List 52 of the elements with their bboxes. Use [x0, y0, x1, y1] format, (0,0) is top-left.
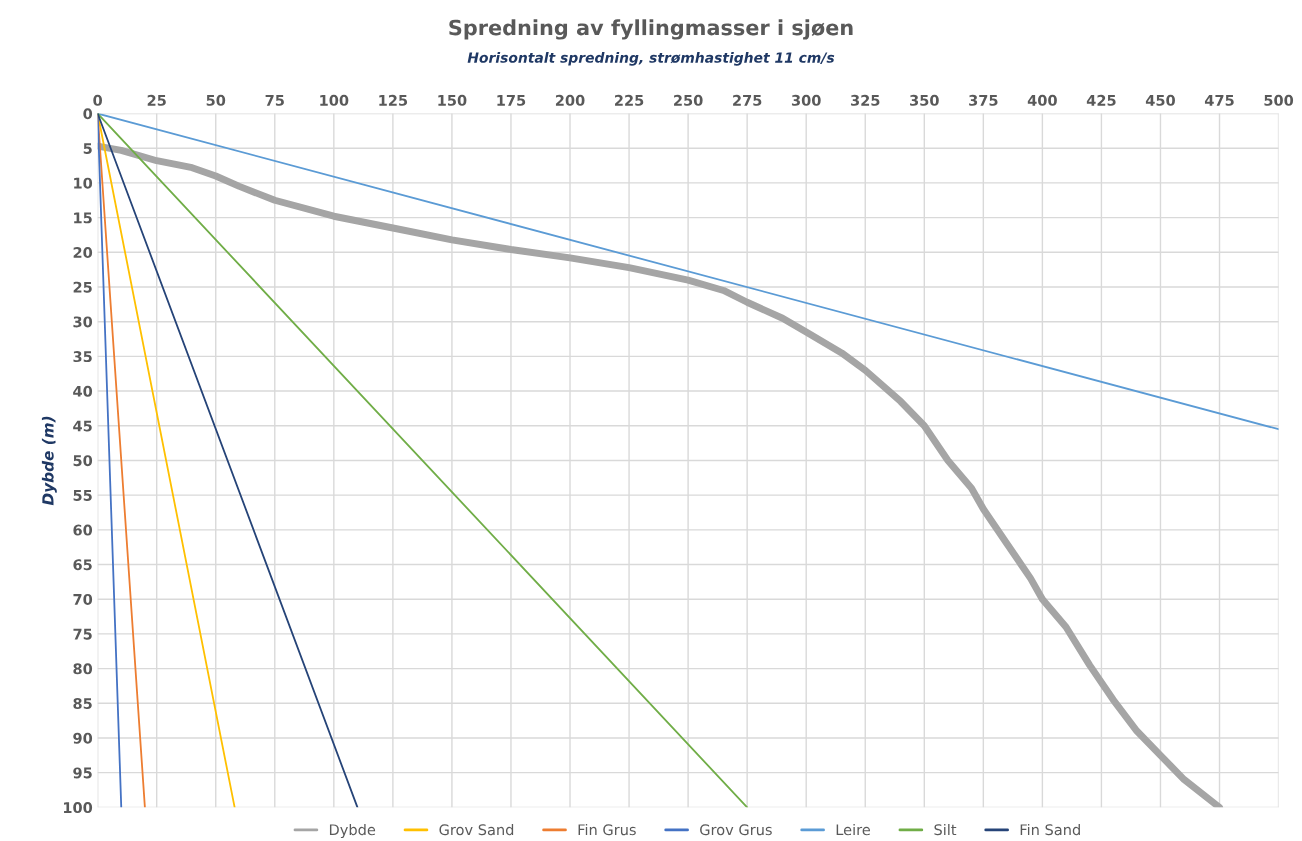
x-tick-label: 475	[1204, 95, 1234, 106]
y-tick-label: 70	[73, 593, 93, 605]
y-tick-label: 75	[73, 628, 92, 640]
x-tick-label: 25	[147, 94, 166, 106]
y-tick-label: 95	[73, 767, 92, 779]
y-tick-label: 55	[73, 490, 92, 501]
legend-label: Grov Grus	[700, 824, 772, 836]
legend-label: Fin Sand	[1020, 823, 1080, 836]
legend-label: Fin Grus	[578, 823, 636, 836]
y-tick-label: 40	[73, 385, 93, 397]
y-tick-label: 20	[73, 247, 93, 259]
y-tick-label: 25	[73, 281, 92, 293]
x-tick-label: 200	[555, 94, 585, 106]
x-tick-label: 350	[910, 94, 939, 106]
x-tick-label: 500	[1264, 94, 1294, 106]
y-tick-label: 15	[74, 212, 92, 224]
y-tick-label: 60	[73, 524, 93, 536]
x-tick-label: 425	[1086, 94, 1116, 106]
y-tick-label: 100	[63, 802, 93, 814]
x-tick-label: 375	[969, 94, 998, 106]
x-tick-label: 50	[206, 94, 226, 106]
x-tick-label: 0	[93, 94, 103, 106]
chart-title: Spredning av fyllingmasser i sjøen	[449, 19, 853, 40]
x-tick-label: 150	[438, 94, 467, 106]
x-tick-label: 75	[265, 95, 284, 106]
legend-label: Leire	[836, 823, 870, 836]
y-tick-label: 10	[74, 177, 93, 189]
x-tick-label: 450	[1145, 94, 1175, 106]
chart-subtitle: Horisontalt spredning, strømhastighet 11 cm/s	[467, 52, 835, 66]
y-tick-label: 90	[73, 732, 93, 744]
legend-label: Grov Sand	[439, 823, 514, 836]
x-tick-label: 275	[733, 94, 762, 106]
y-tick-label: 50	[73, 455, 93, 467]
x-tick-label: 175	[497, 95, 526, 106]
x-tick-label: 300	[791, 94, 821, 106]
y-tick-label: 30	[73, 316, 93, 328]
x-tick-label: 400	[1027, 94, 1057, 106]
y-tick-label: 45	[73, 420, 92, 432]
y-tick-label: 80	[73, 663, 93, 675]
y-tick-label: 65	[73, 559, 92, 571]
legend-label: Silt	[934, 823, 957, 836]
y-tick-label: 0	[83, 108, 93, 120]
y-tick-label: 5	[83, 143, 92, 154]
x-tick-label: 250	[674, 94, 703, 106]
x-tick-label: 325	[851, 94, 880, 106]
x-tick-label: 125	[379, 94, 408, 106]
x-tick-label: 100	[320, 94, 349, 106]
y-axis-title: Dybde (m)	[41, 416, 57, 506]
legend-label: Dybde	[329, 823, 376, 839]
x-tick-label: 225	[614, 94, 644, 106]
y-tick-label: 35	[73, 351, 92, 363]
y-tick-label: 85	[73, 698, 92, 710]
